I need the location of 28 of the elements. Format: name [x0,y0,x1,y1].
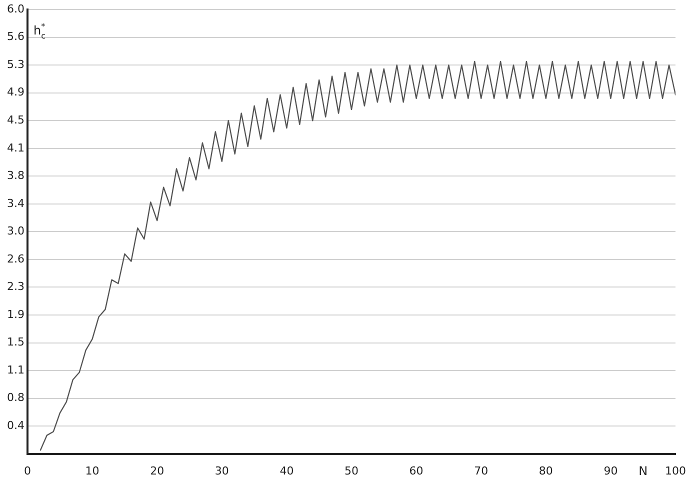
y-tick-label: 0.8 [6,391,24,404]
x-tick-label: 40 [280,464,294,478]
x-tick-label: 90 [604,464,618,478]
y-tick-label: 1.1 [6,363,24,376]
y-tick-label: 4.1 [6,141,24,154]
x-tick-label: 50 [344,464,358,478]
y-tick-label: 5.6 [6,30,24,44]
y-tick-label: 3.4 [6,196,24,210]
x-tick-label: 70 [474,464,488,478]
x-tick-label: 30 [214,464,229,478]
y-tick-label: 3.8 [6,169,24,182]
y-tick-label: 6.0 [6,2,24,16]
y-tick-label: 1.5 [6,336,24,349]
x-tick-label: 10 [85,464,100,478]
x-tick-label: 0 [24,464,31,478]
y-tick-label: 4.9 [6,86,24,99]
y-tick-label: 4.5 [6,114,24,127]
y-tick-label: 1.9 [6,308,24,321]
y-tick-label: 2.3 [6,280,24,294]
x-tick-label: 80 [538,464,553,478]
x-tick-label: 20 [150,464,164,478]
x-tick-label: 100 [665,464,686,478]
y-tick-label: 3.0 [6,224,24,238]
y-tick-label: 2.6 [6,252,24,266]
y-tick-label: 5.3 [6,58,24,71]
x-tick-label: 60 [409,464,424,478]
x-axis-title: N [638,464,648,478]
y-tick-label: 0.4 [6,418,24,432]
